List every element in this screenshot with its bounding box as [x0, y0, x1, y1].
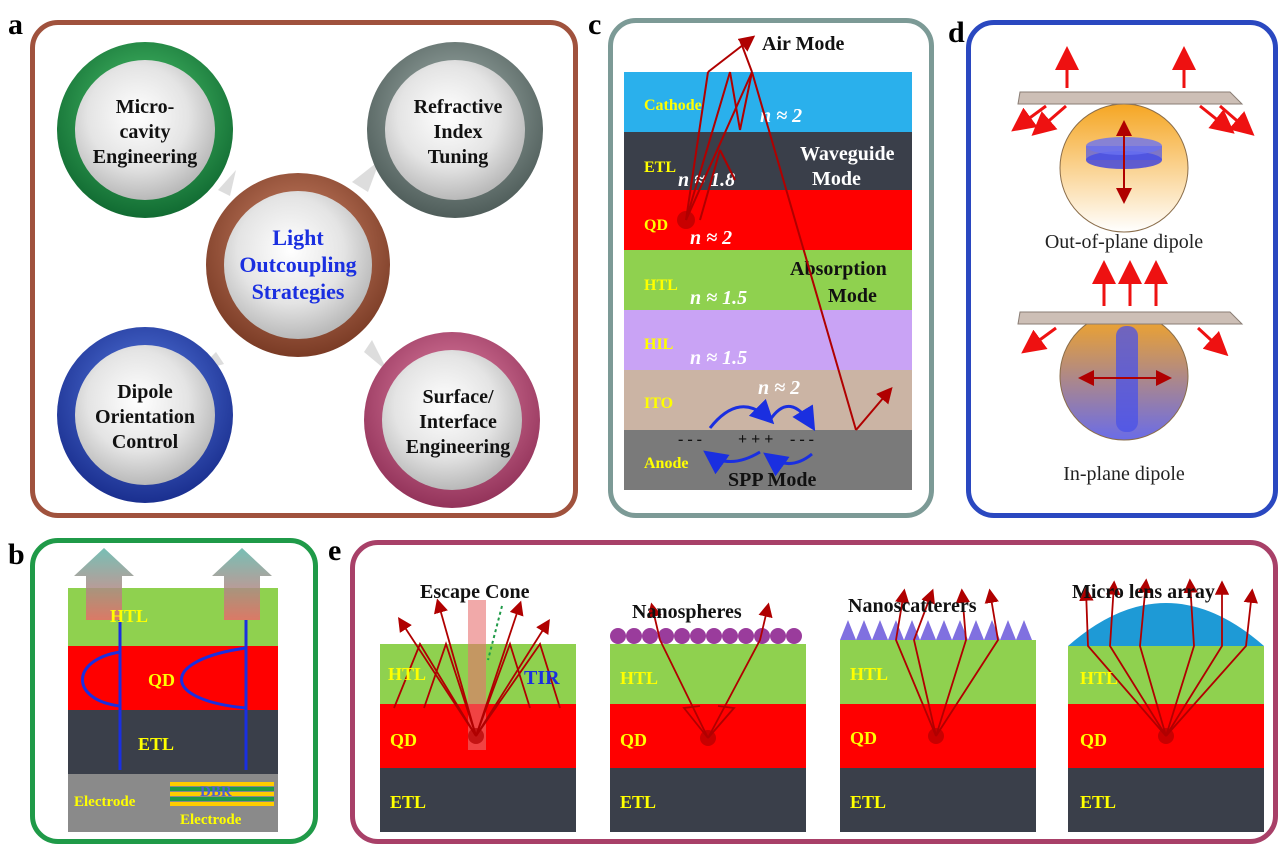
- dipole-line3: Control: [112, 431, 179, 453]
- b-electrode-left: [68, 774, 166, 832]
- waveguide-mode-line2: Mode: [812, 168, 861, 190]
- micro-cavity-line1: Micro-: [116, 96, 175, 118]
- e-sub-micro-lens: Micro lens array HTL QD ETL: [1068, 578, 1264, 832]
- charges-left: - - -: [678, 431, 702, 448]
- circle-dipole-orientation: Dipole Orientation Control: [57, 327, 233, 503]
- center-line3: Strategies: [252, 279, 345, 304]
- refractive-line3: Tuning: [428, 146, 488, 168]
- surface-line2: Interface: [419, 411, 497, 433]
- panel-label-b: b: [8, 538, 25, 571]
- e-sub-nanospheres: Nanospheres HTL QD ETL: [610, 601, 806, 832]
- waveguide-mode-line1: Waveguide: [800, 143, 895, 165]
- refractive-line1: Refractive: [414, 96, 503, 118]
- circle-refractive-index: Refractive Index Tuning: [367, 42, 543, 218]
- index-ito: n ≈ 2: [758, 377, 800, 399]
- surface-line1: Surface/: [422, 386, 494, 408]
- e2-etl: ETL: [620, 792, 656, 812]
- e1-title: Escape Cone: [420, 581, 530, 603]
- b-label-dbr: DBR: [200, 784, 232, 800]
- e3-htl: HTL: [850, 664, 888, 684]
- b-label-htl: HTL: [110, 606, 148, 626]
- b-label-electrode-right: Electrode: [180, 812, 242, 828]
- spp-mode-label: SPP Mode: [728, 469, 816, 491]
- e1-tir: TIR: [524, 667, 560, 689]
- panel-d: Out-of-plane dipole In-plane dipole: [1011, 46, 1255, 485]
- panel-c-frame: [608, 18, 934, 518]
- micro-cavity-line3: Engineering: [93, 146, 197, 168]
- center-line1: Light: [272, 225, 324, 250]
- absorption-mode-line1: Absorption: [790, 258, 887, 280]
- circle-surface-interface: Surface/ Interface Engineering: [364, 332, 540, 508]
- panel-a-frame: [30, 20, 578, 518]
- caption-out-of-plane: Out-of-plane dipole: [1045, 231, 1203, 253]
- panel-b-frame: [30, 538, 318, 844]
- e3-title: Nanoscatterers: [848, 595, 977, 617]
- layer-name-qd: QD: [644, 217, 668, 234]
- e2-htl: HTL: [620, 668, 658, 688]
- layer-name-hil: HIL: [644, 336, 673, 353]
- panel-b: HTL QD ETL Electrode Electrode DBR: [68, 548, 278, 832]
- e4-htl: HTL: [1080, 668, 1118, 688]
- refractive-line2: Index: [434, 121, 483, 143]
- e4-qd: QD: [1080, 730, 1107, 750]
- layer-cathode: [624, 72, 912, 132]
- panel-d-frame: [966, 20, 1278, 518]
- panel-a: Micro- cavity Engineering Refractive Ind…: [57, 42, 543, 508]
- e1-qd: QD: [390, 730, 417, 750]
- panel-label-c: c: [588, 8, 602, 41]
- b-label-electrode-left: Electrode: [74, 794, 136, 810]
- circle-micro-cavity: Micro- cavity Engineering: [57, 42, 233, 218]
- panel-label-a: a: [8, 8, 23, 41]
- e1-htl: HTL: [388, 664, 426, 684]
- e3-qd: QD: [850, 728, 877, 748]
- e2-qd: QD: [620, 730, 647, 750]
- layer-htl: [624, 250, 912, 310]
- layer-name-cathode: Cathode: [644, 97, 702, 114]
- layer-hil: [624, 310, 912, 370]
- panel-e: Escape Cone TIR HTL QD ETL: [380, 578, 1264, 832]
- circle-center: Light Outcoupling Strategies: [206, 173, 390, 357]
- e-sub-nanoscatterers: Nanoscatterers HTL QD ETL: [840, 588, 1036, 832]
- index-hil: n ≈ 1.5: [690, 347, 747, 369]
- charges-right: - - -: [790, 431, 814, 448]
- plate-bottom: [1017, 311, 1244, 325]
- panel-label-e: e: [328, 534, 342, 567]
- surface-line3: Engineering: [406, 436, 510, 458]
- index-qd: n ≈ 2: [690, 227, 732, 249]
- e1-etl: ETL: [390, 792, 426, 812]
- index-cathode: n ≈ 2: [760, 105, 802, 127]
- caption-in-plane: In-plane dipole: [1063, 463, 1185, 485]
- index-htl: n ≈ 1.5: [690, 287, 747, 309]
- layer-name-ito: ITO: [644, 395, 673, 412]
- b-label-qd: QD: [148, 670, 175, 690]
- center-line2: Outcoupling: [239, 252, 356, 277]
- panel-e-frame: [350, 540, 1278, 844]
- layer-name-htl: HTL: [644, 277, 678, 294]
- layer-etl: [624, 132, 912, 190]
- e2-title: Nanospheres: [632, 601, 742, 623]
- e4-etl: ETL: [1080, 792, 1116, 812]
- e3-etl: ETL: [850, 792, 886, 812]
- panel-label-d: d: [948, 16, 965, 49]
- absorption-mode-line2: Mode: [828, 285, 877, 307]
- dipole-line2: Orientation: [95, 406, 195, 428]
- dipole-line1: Dipole: [117, 381, 173, 403]
- b-label-etl: ETL: [138, 734, 174, 754]
- layer-name-anode: Anode: [644, 455, 688, 472]
- charges-mid: + + +: [738, 431, 773, 448]
- panel-c: Cathode ETL QD HTL HIL ITO Anode n ≈ 2 n…: [624, 33, 912, 491]
- b-layer-etl: [68, 710, 278, 774]
- layer-qd: [624, 190, 912, 250]
- micro-cavity-line2: cavity: [119, 121, 170, 143]
- air-mode-label: Air Mode: [762, 33, 845, 55]
- e-sub-escape-cone: Escape Cone TIR HTL QD ETL: [380, 581, 576, 832]
- e4-title: Micro lens array: [1072, 581, 1215, 603]
- layer-name-etl: ETL: [644, 159, 676, 176]
- plate-top: [1017, 91, 1244, 105]
